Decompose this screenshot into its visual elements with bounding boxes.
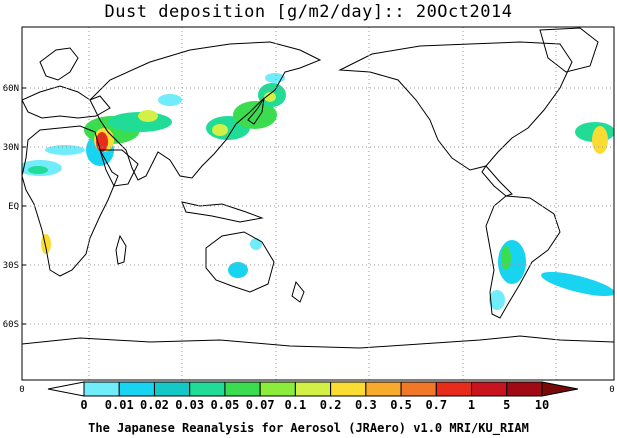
- colorbar-label: 0.1: [285, 398, 307, 412]
- colorbar-box: [83, 381, 120, 397]
- dust-south-america-core: [501, 246, 511, 270]
- coast-japan: [247, 97, 265, 125]
- coast-indonesia: [181, 201, 264, 223]
- colorbar-label: 0.5: [390, 398, 412, 412]
- colorbar-box: [259, 381, 296, 397]
- colorbar-box: [153, 381, 191, 397]
- dust-kamchatka-core: [264, 92, 276, 102]
- coast-australia: [205, 231, 275, 293]
- coast-antarctica: [22, 335, 614, 349]
- coast-central-america: [481, 165, 513, 197]
- colorbar: 0 0.01 0.02 0.03 0.05 0.07 0.1 0.2 0.3 0.5 0.7 1 5 10: [47, 381, 579, 412]
- lat-label-30s: 30S: [3, 261, 19, 271]
- coast-asia: [89, 41, 322, 181]
- graticule: [22, 27, 614, 380]
- colorbar-box: [435, 381, 473, 397]
- dust-sahara-west-core: [28, 166, 48, 174]
- colorbar-label: 1: [468, 398, 475, 412]
- coast-south-america: [485, 195, 561, 319]
- colorbar-label: 0.03: [175, 398, 204, 412]
- coast-europe: [22, 85, 111, 119]
- dust-japan: [233, 101, 277, 129]
- colorbar-box: [330, 381, 367, 397]
- colorbar-label: 0.7: [425, 398, 447, 412]
- colorbar-label: 0.01: [105, 398, 134, 412]
- colorbar-label: 5: [503, 398, 510, 412]
- map-title: Dust deposition [g/m2/day]:: 20Oct2014: [104, 2, 513, 22]
- colorbar-left-arrow: [47, 381, 85, 397]
- dust-east-africa: [41, 234, 51, 254]
- dust-australia: [228, 262, 248, 278]
- lat-label-30n: 30N: [3, 143, 19, 153]
- colorbar-box: [471, 381, 508, 397]
- coast-arabia: [99, 149, 139, 187]
- lat-label-60s: 60S: [3, 320, 19, 330]
- dust-australia-east: [250, 238, 262, 250]
- dust-mongolia: [158, 94, 182, 106]
- lon-label-left: 0: [19, 385, 24, 395]
- colorbar-box: [294, 381, 332, 397]
- colorbar-box: [506, 381, 543, 397]
- dust-patagonia: [489, 290, 505, 310]
- colorbar-label: 0.3: [355, 398, 377, 412]
- map-frame: [21, 26, 615, 381]
- coast-greenland: [539, 27, 599, 73]
- dust-central-asia-core: [138, 110, 158, 122]
- colorbar-label: 10: [535, 398, 549, 412]
- colorbar-box: [365, 381, 402, 397]
- colorbar-label: 0.2: [320, 398, 342, 412]
- colorbar-right-arrow: [541, 381, 579, 397]
- colorbar-label: 0: [80, 398, 87, 412]
- coast-north-america: [338, 41, 573, 171]
- footer-credit: The Japanese Reanalysis for Aerosol (JRA…: [88, 421, 529, 435]
- lat-ticks: [22, 87, 26, 325]
- lat-label-60n: 60N: [3, 84, 19, 94]
- colorbar-box: [224, 381, 261, 397]
- colorbar-box: [118, 381, 155, 397]
- colorbar-box: [400, 381, 437, 397]
- coastlines: [22, 27, 614, 349]
- colorbar-label: 0.05: [210, 398, 239, 412]
- coast-madagascar: [115, 234, 127, 265]
- colorbar-label: 0.02: [140, 398, 169, 412]
- dust-north-atlantic-core: [592, 126, 608, 154]
- coast-new-zealand: [291, 280, 305, 303]
- coast-scandinavia: [39, 47, 79, 81]
- colorbar-box: [189, 381, 226, 397]
- dust-china-core: [212, 124, 228, 136]
- lat-label-eq: EQ: [8, 202, 19, 212]
- dust-south-atlantic: [541, 271, 614, 297]
- colorbar-label: 0.07: [246, 398, 275, 412]
- dust-shading: [22, 73, 614, 310]
- coast-africa: [22, 125, 119, 277]
- lon-label-right: 0: [609, 385, 614, 395]
